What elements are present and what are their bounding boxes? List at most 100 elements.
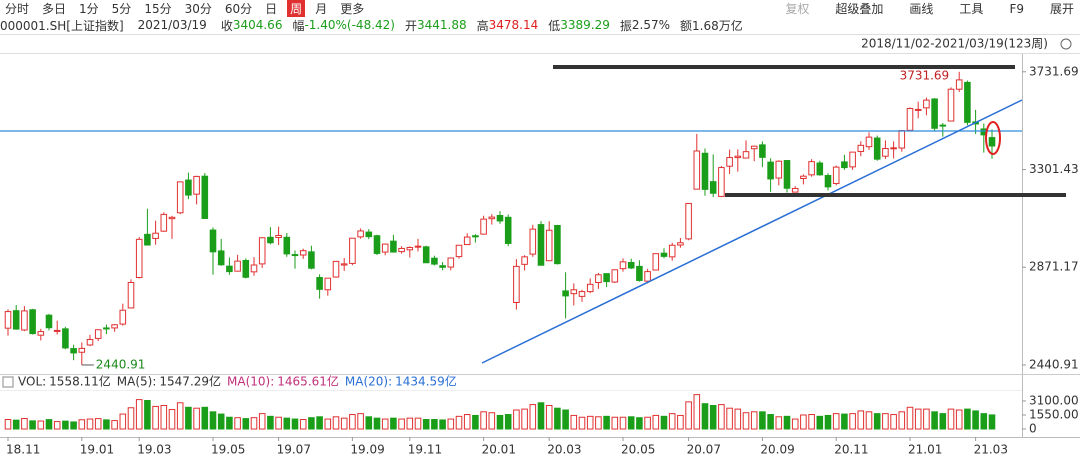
volume-bar — [513, 409, 520, 430]
volume-bar — [578, 416, 586, 430]
volume-bar — [496, 414, 504, 430]
candle-body — [349, 237, 356, 264]
candle-body — [291, 254, 299, 257]
period-button[interactable]: 多日 — [42, 2, 67, 16]
volume-legend-label: VOL: — [18, 375, 46, 389]
candle-body — [439, 265, 446, 268]
volume-bar — [824, 414, 832, 430]
volume-bar — [857, 410, 865, 430]
volume-legend-label: MA(20): — [345, 375, 392, 389]
volume-bar — [29, 420, 36, 430]
candle-body — [775, 160, 783, 179]
candle-body — [783, 160, 791, 189]
volume-bar — [135, 399, 143, 430]
pane-toggle[interactable] — [2, 376, 14, 388]
x-tick-label: 19.03 — [137, 443, 171, 457]
x-tick-label: 20.03 — [547, 443, 581, 457]
period-button[interactable]: 分时 — [5, 2, 30, 16]
candle-body — [545, 229, 553, 262]
volume-bar — [849, 413, 856, 430]
tool-button[interactable]: F9 — [1009, 1, 1024, 16]
volume-bar — [422, 419, 430, 430]
candle-body — [226, 265, 233, 273]
volume-bar — [873, 413, 881, 430]
candle-body — [103, 327, 110, 330]
volume-bar — [742, 412, 750, 430]
volume-bar — [37, 420, 45, 430]
volume-bar — [759, 411, 766, 430]
period-toolbar: 分时 多日 1分 5分 15分 30分 60分日周月更多 — [0, 0, 372, 17]
candle-body — [931, 98, 938, 129]
candle-body — [578, 291, 586, 297]
volume-bar — [168, 409, 176, 430]
quote-value: -1.40%(-48.42) — [304, 18, 395, 32]
volume-bar — [365, 416, 373, 430]
volume-bar — [332, 416, 340, 430]
volume-bar — [250, 417, 258, 430]
volume-bar — [275, 416, 282, 430]
candle-body — [53, 329, 61, 332]
period-button[interactable]: 60分 — [224, 2, 253, 16]
candle-body — [882, 147, 889, 157]
period-button[interactable]: 15分 — [144, 2, 172, 16]
candle-body — [340, 263, 348, 266]
period-button[interactable]: 5分 — [111, 2, 132, 16]
candle-body — [841, 161, 848, 169]
volume-bar — [78, 419, 86, 430]
volume-bar — [898, 411, 906, 430]
trend-line — [481, 99, 1023, 364]
quote-label: 幅 — [292, 18, 305, 33]
candle-body — [923, 99, 930, 109]
volume-legend-value: 1547.29亿 — [159, 374, 221, 389]
candle-body — [431, 257, 438, 265]
candle-body — [390, 240, 397, 253]
candle-body — [308, 251, 315, 269]
tool-button[interactable]: 画线 — [909, 2, 934, 16]
candle-body — [849, 151, 856, 168]
volume-bar — [595, 416, 602, 430]
x-tick-label: 21.01 — [908, 443, 942, 457]
candle-body — [939, 124, 947, 127]
period-button[interactable]: 更多 — [340, 2, 365, 16]
candle-body — [406, 247, 414, 251]
period-button[interactable]: 周 — [287, 0, 306, 17]
volume-bar — [357, 413, 364, 430]
volume-bar — [406, 417, 414, 430]
max-label: 3731.69 — [900, 68, 950, 82]
volume-bar — [12, 419, 20, 430]
candle-body — [636, 265, 643, 281]
date-range: 2018/11/02-2021/03/19(123周) — [861, 37, 1048, 51]
volume-bar — [439, 419, 446, 430]
volume-bar — [472, 414, 479, 430]
volume-bar — [455, 415, 463, 430]
candle-body — [12, 310, 20, 330]
candle-body — [750, 145, 758, 150]
candle-body — [570, 289, 578, 295]
tool-button[interactable]: 超级叠加 — [835, 2, 884, 16]
volume-bar — [431, 419, 438, 430]
period-button[interactable]: 月 — [315, 2, 328, 16]
candle-body — [586, 283, 594, 293]
candle-body — [29, 309, 36, 335]
candle-body — [791, 187, 799, 193]
volume-bar — [939, 413, 947, 430]
period-button[interactable]: 30分 — [184, 2, 212, 16]
candle-body — [185, 179, 192, 196]
candle-body — [472, 235, 479, 238]
tool-button[interactable]: 工具 — [959, 2, 984, 16]
tool-button[interactable]: 展开 — [1049, 2, 1074, 16]
candle-body — [488, 216, 496, 220]
volume-bar — [972, 410, 979, 430]
period-button[interactable]: 1分 — [79, 2, 99, 16]
volume-bar — [127, 407, 135, 430]
candle-body — [947, 88, 955, 122]
x-tick-label: 20.11 — [834, 443, 868, 457]
volume-bar — [160, 404, 168, 430]
period-button[interactable]: 日 — [265, 2, 278, 16]
candle-body — [906, 108, 914, 131]
volume-bar — [832, 413, 840, 430]
candle-body — [152, 232, 159, 239]
volume-bar — [865, 411, 873, 430]
volume-bar — [636, 417, 643, 430]
tool-button[interactable]: 复权 — [785, 2, 810, 16]
